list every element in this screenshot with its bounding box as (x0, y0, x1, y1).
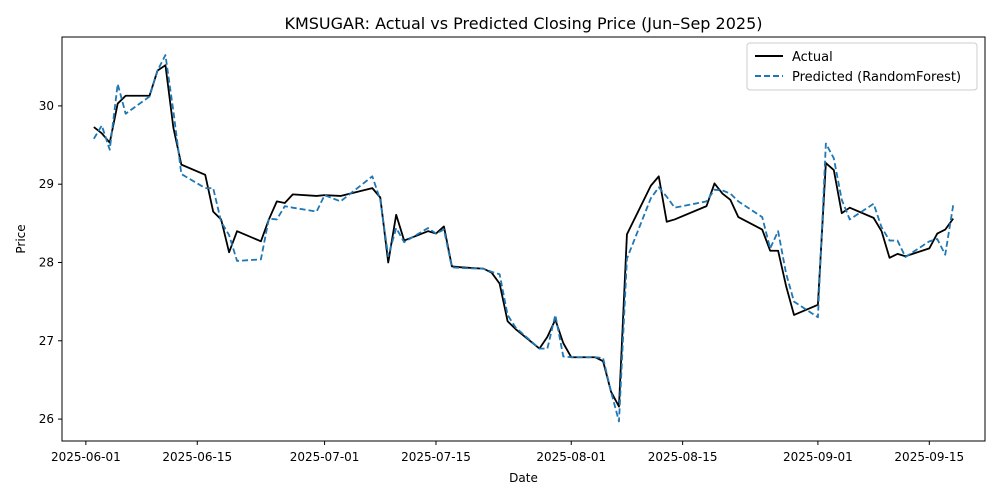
y-tick-label: 28 (39, 255, 54, 269)
y-tick-label: 30 (39, 99, 54, 113)
x-tick-label: 2025-07-01 (290, 450, 360, 464)
legend-box (746, 42, 978, 91)
x-axis: 2025-06-01 2025-06-15 2025-07-01 2025-07-15… (51, 441, 964, 464)
legend-label-predicted: Predicted (RandomForest) (792, 70, 961, 85)
y-axis-label: Price (14, 224, 28, 253)
series-line-predicted (93, 54, 955, 423)
y-axis: 26 27 28 29 30 (39, 99, 62, 426)
x-tick-label: 2025-09-01 (783, 450, 853, 464)
y-tick-label: 27 (39, 334, 54, 348)
plot-area (61, 36, 986, 442)
legend: Actual Predicted (RandomForest) (746, 42, 978, 91)
x-tick-label: 2025-06-15 (162, 450, 232, 464)
axes-frame (61, 36, 986, 442)
x-tick-label: 2025-08-15 (648, 450, 718, 464)
y-tick-label: 29 (39, 177, 54, 191)
x-axis-label: Date (509, 471, 538, 485)
x-tick-label: 2025-06-01 (51, 450, 121, 464)
x-tick-label: 2025-09-15 (894, 450, 964, 464)
chart-title: KMSUGAR: Actual vs Predicted Closing Pri… (284, 14, 762, 33)
x-tick-label: 2025-08-01 (536, 450, 606, 464)
series-layer (93, 54, 955, 423)
y-tick-label: 26 (39, 412, 54, 426)
legend-label-actual: Actual (792, 50, 833, 65)
x-tick-label: 2025-07-15 (401, 450, 471, 464)
